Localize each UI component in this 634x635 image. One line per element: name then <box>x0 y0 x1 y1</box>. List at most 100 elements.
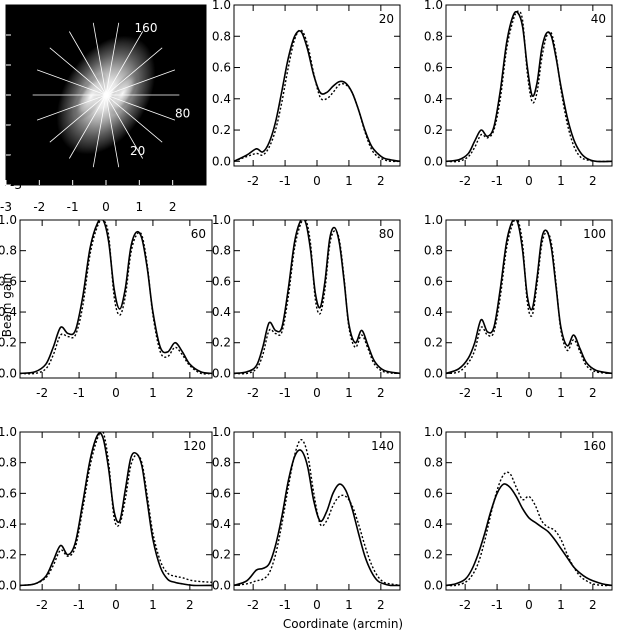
y-tick-label: 0.8 <box>212 244 231 258</box>
y-tick-label: -2 <box>10 148 22 162</box>
y-tick-label: -1 <box>10 118 22 132</box>
x-tick-label: 1 <box>136 200 144 214</box>
cut-panel-140: -2 -1 0 1 2 0.0 0.2 0.4 0.6 0.8 1.0 140 <box>212 425 401 612</box>
cut-angle-label-20: 20 <box>130 144 145 158</box>
x-tick-label: -2 <box>36 386 48 400</box>
x-tick-label: -2 <box>247 386 259 400</box>
x-tick-label: -1 <box>491 174 503 188</box>
x-tick-label: 0 <box>313 598 321 612</box>
x-tick-label: 0 <box>112 386 120 400</box>
y-tick-label: 0.8 <box>424 29 443 43</box>
x-tick-label: -1 <box>279 598 291 612</box>
y-tick-label: 1.0 <box>212 0 231 12</box>
y-tick-label: 0.0 <box>0 366 17 380</box>
x-tick-label: 1 <box>345 598 353 612</box>
x-tick-label: -2 <box>459 598 471 612</box>
cut-panel-100: -2 -1 0 1 2 0.0 0.2 0.4 0.6 0.8 1.0 100 <box>424 213 613 400</box>
cut-line-160 <box>36 69 176 121</box>
y-tick-label: 0.8 <box>212 29 231 43</box>
y-tick-label: 0.2 <box>0 548 17 562</box>
y-tick-label: 0.0 <box>424 154 443 168</box>
y-tick-label: 1.0 <box>212 425 231 439</box>
model-beam-line <box>446 471 612 587</box>
x-tick-label: 2 <box>377 174 385 188</box>
model-beam-line <box>234 220 400 375</box>
x-tick-label: 0 <box>313 174 321 188</box>
panel-angle-label: 20 <box>379 12 394 26</box>
y-tick-label: 0.6 <box>212 61 231 75</box>
x-tick-label: 1 <box>345 386 353 400</box>
y-tick-label: 0.8 <box>424 456 443 470</box>
y-tick-label: 0.2 <box>424 336 443 350</box>
x-tick-label: -2 <box>33 200 45 214</box>
y-tick-label: 0.8 <box>0 244 17 258</box>
y-tick-label: 0.0 <box>424 366 443 380</box>
y-tick-label: 0.4 <box>212 305 231 319</box>
y-tick-label: 1.0 <box>424 0 443 12</box>
measured-beam-line <box>234 449 400 587</box>
measured-beam-line <box>446 10 612 163</box>
y-tick-label: 0.0 <box>0 578 17 592</box>
model-beam-line <box>446 10 612 163</box>
y-tick-label: 1.0 <box>424 425 443 439</box>
x-tick-label: 2 <box>186 598 194 612</box>
y-tick-label: 0.2 <box>212 123 231 137</box>
y-tick-label: 0.4 <box>212 92 231 106</box>
y-tick-label: 2 <box>14 28 22 42</box>
x-tick-label: 2 <box>186 386 194 400</box>
x-tick-label: 2 <box>377 386 385 400</box>
panel-angle-label: 160 <box>583 439 606 453</box>
x-tick-label: 0 <box>525 174 533 188</box>
cut-panel-60: -2 -1 0 1 2 0.0 0.2 0.4 0.6 0.8 1.0 60 <box>0 213 213 400</box>
model-beam-line <box>234 29 400 163</box>
measured-beam-line <box>446 483 612 587</box>
plot-frame <box>19 431 213 591</box>
y-tick-label: 0.6 <box>424 61 443 75</box>
x-tick-label: 0 <box>525 386 533 400</box>
x-tick-label: 0 <box>102 200 110 214</box>
x-tick-label: -2 <box>459 174 471 188</box>
panel-angle-label: 80 <box>379 227 394 241</box>
y-tick-label: 0.6 <box>212 274 231 288</box>
y-tick-label: 0.8 <box>212 456 231 470</box>
model-beam-line <box>20 220 212 375</box>
y-tick-label: 0.0 <box>212 366 231 380</box>
y-tick-label: 1.0 <box>424 213 443 227</box>
x-tick-label: 1 <box>345 174 353 188</box>
beam-lobe-left <box>73 73 109 121</box>
y-tick-label: -3 <box>10 178 22 192</box>
measured-beam-line <box>446 220 612 375</box>
cut-panel-40: -2 -1 0 1 2 0.0 0.2 0.4 0.6 0.8 1.0 40 <box>424 0 613 188</box>
model-beam-line <box>446 220 612 375</box>
cut-angle-label-80: 80 <box>175 107 190 121</box>
x-tick-label: 1 <box>557 386 565 400</box>
y-tick-label: 0.8 <box>424 244 443 258</box>
y-tick-label: 0.2 <box>424 548 443 562</box>
panel-angle-label: 60 <box>191 227 206 241</box>
y-tick-label: 0.6 <box>424 486 443 500</box>
y-tick-label: 0.2 <box>0 336 17 350</box>
panel-angle-label: 120 <box>183 439 206 453</box>
y-tick-label: 1.0 <box>0 213 17 227</box>
y-tick-label: 0.6 <box>0 274 17 288</box>
x-tick-label: -1 <box>279 386 291 400</box>
x-tick-label: -2 <box>36 598 48 612</box>
cut-panel-160: -2 -1 0 1 2 0.0 0.2 0.4 0.6 0.8 1.0 160 <box>424 425 613 612</box>
y-tick-label: 0 <box>14 88 22 102</box>
x-tick-label: -2 <box>459 386 471 400</box>
y-tick-label: 0.4 <box>212 517 231 531</box>
y-tick-label: 0.0 <box>212 578 231 592</box>
measured-beam-line <box>20 220 212 375</box>
y-tick-label: 0.4 <box>0 305 17 319</box>
y-tick-label: 0.2 <box>212 548 231 562</box>
y-tick-label: 0.6 <box>0 486 17 500</box>
panel-angle-label: 100 <box>583 227 606 241</box>
x-tick-label: 1 <box>557 174 565 188</box>
measured-beam-line <box>234 30 400 163</box>
x-tick-label: 0 <box>313 386 321 400</box>
x-tick-label: 1 <box>149 598 157 612</box>
x-axis-title: Coordinate (arcmin) <box>283 617 403 631</box>
y-tick-label: 0.2 <box>212 336 231 350</box>
x-tick-label: -2 <box>247 598 259 612</box>
